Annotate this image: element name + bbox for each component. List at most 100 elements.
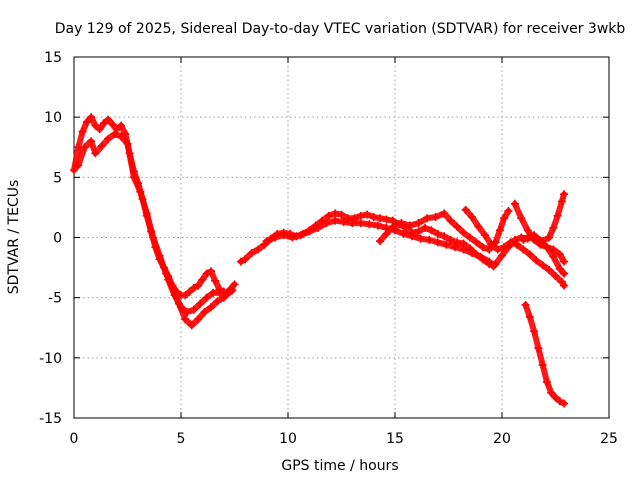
data-point [189,305,198,314]
data-point [82,117,91,126]
data-point [489,262,498,271]
data-point [194,315,203,324]
data-point [523,226,532,235]
series-track-middle-dip [164,275,237,317]
data-point [104,134,113,143]
data-point [519,235,528,244]
data-point [534,344,543,353]
data-point [498,251,506,260]
data-point [123,139,132,148]
data-point [348,219,357,228]
data-point [405,221,414,230]
data-point [553,211,562,220]
data-point [211,276,220,285]
x-axis-label: GPS time / hours [281,458,398,474]
y-axis-label: SDTVAR / TECUs [6,180,22,295]
data-point [305,227,314,236]
data-point [108,120,117,129]
chart-title: Day 129 of 2025, Sidereal Day-to-day VTE… [55,21,626,37]
series-track-mid-day-b [262,216,498,271]
data-point [95,125,104,134]
data-point [459,228,468,237]
data-point [500,214,509,223]
data-point [560,257,569,266]
data-point [519,245,528,254]
data-point [474,222,483,231]
x-tick-label: 10 [279,431,297,447]
data-point [538,261,547,270]
data-point [478,243,487,252]
data-point [162,269,171,278]
data-point [425,235,434,244]
data-point [433,229,442,238]
data-point [104,115,113,124]
data-point [545,233,554,242]
y-tick-label: -5 [48,291,62,307]
data-point [339,217,348,226]
data-point [170,291,179,300]
data-point [468,213,477,222]
series-track-late-rise [519,190,569,246]
data-point [555,264,564,273]
y-tick-label: -10 [39,351,62,367]
data-point [480,231,489,240]
data-point [194,281,203,290]
data-point [74,161,83,170]
data-point [397,219,406,228]
data-point [525,250,534,259]
data-point [365,220,374,229]
data-point [399,229,408,238]
data-point [500,243,509,252]
x-tick-label: 20 [493,431,511,447]
data-point [80,143,89,152]
data-point [87,113,96,122]
data-point [356,211,365,220]
data-point [149,233,158,242]
data-point [87,137,96,146]
data-point [549,223,558,232]
data-point [431,213,440,222]
data-point [525,232,534,241]
data-point [181,291,190,300]
data-point [206,303,215,312]
data-point [129,173,138,182]
data-point [468,249,477,258]
y-tick-label: 15 [44,50,62,66]
data-point [110,130,119,139]
data-point [262,237,271,246]
data-point [363,210,372,219]
data-point [356,219,365,228]
y-tick-label: 0 [53,231,62,247]
axis-ticks: 0 5 10 15 20 25 -15 -10 -5 0 5 10 15 [39,50,618,447]
data-point [446,216,455,225]
data-point [414,227,423,236]
series-track-lower-dip [74,130,239,330]
data-point [70,166,78,175]
data-point [512,240,521,249]
data-point [177,303,185,312]
data-point [279,231,288,240]
data-point [555,250,564,259]
data-point [196,299,205,308]
series-track-late-2 [461,205,569,290]
data-point [185,287,194,296]
data-point [247,249,256,258]
data-point [545,265,554,274]
data-point [555,397,564,406]
data-point [331,216,340,225]
data-point [493,245,502,254]
data-point [450,243,459,252]
data-point [465,233,474,242]
data-point [288,233,297,242]
data-point [517,214,526,223]
data-point [408,232,417,241]
data-point [142,209,151,218]
data-point [510,199,519,208]
data-point [183,308,192,317]
data-point [538,361,547,370]
data-point [202,293,211,302]
data-point [420,223,429,232]
data-point [206,267,215,276]
data-point [322,219,331,228]
data-point [453,222,462,231]
